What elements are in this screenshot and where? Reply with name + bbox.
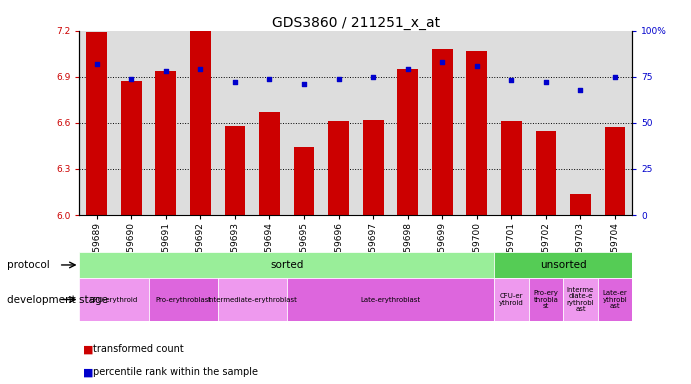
Point: [91, 61, 102, 67]
Text: CFU-erythroid: CFU-erythroid: [90, 296, 138, 303]
Bar: [86, 32, 107, 215]
Point: [437, 59, 448, 65]
Bar: [563, 278, 598, 321]
Point: [264, 76, 275, 82]
Text: Late-er
ythrobl
ast: Late-er ythrobl ast: [603, 290, 627, 309]
Bar: [605, 127, 625, 215]
Bar: [397, 69, 418, 215]
Bar: [225, 126, 245, 215]
Bar: [598, 278, 632, 321]
Text: ■: ■: [83, 367, 93, 377]
Bar: [570, 194, 591, 215]
Text: Pro-erythroblast: Pro-erythroblast: [155, 296, 211, 303]
Bar: [149, 278, 218, 321]
Bar: [501, 121, 522, 215]
Text: sorted: sorted: [270, 260, 303, 270]
Title: GDS3860 / 211251_x_at: GDS3860 / 211251_x_at: [272, 16, 440, 30]
Bar: [466, 51, 487, 215]
Point: [126, 76, 137, 82]
Bar: [218, 278, 287, 321]
Text: unsorted: unsorted: [540, 260, 587, 270]
Bar: [432, 49, 453, 215]
Point: [160, 68, 171, 74]
Text: ■: ■: [83, 344, 93, 354]
Point: [229, 79, 240, 85]
Text: transformed count: transformed count: [93, 344, 184, 354]
Bar: [155, 71, 176, 215]
Bar: [294, 147, 314, 215]
Text: protocol: protocol: [7, 260, 50, 270]
Text: percentile rank within the sample: percentile rank within the sample: [93, 367, 258, 377]
Bar: [529, 278, 563, 321]
Bar: [79, 252, 494, 278]
Point: [471, 63, 482, 69]
Point: [506, 78, 517, 84]
Bar: [79, 278, 149, 321]
Text: Intermediate-erythroblast: Intermediate-erythroblast: [207, 296, 297, 303]
Point: [299, 81, 310, 87]
Point: [368, 74, 379, 80]
Bar: [494, 278, 529, 321]
Point: [402, 66, 413, 73]
Point: [609, 74, 621, 80]
Point: [575, 87, 586, 93]
Bar: [363, 120, 384, 215]
Bar: [259, 112, 280, 215]
Text: Late-erythroblast: Late-erythroblast: [360, 296, 421, 303]
Bar: [494, 252, 632, 278]
Bar: [328, 121, 349, 215]
Point: [540, 79, 551, 85]
Text: Pro-ery
throbla
st: Pro-ery throbla st: [533, 290, 558, 309]
Bar: [121, 81, 142, 215]
Point: [195, 66, 206, 73]
Bar: [190, 31, 211, 215]
Text: development stage: development stage: [7, 295, 108, 305]
Text: Interme
diate-e
rythrobl
ast: Interme diate-e rythrobl ast: [567, 287, 594, 312]
Bar: [536, 131, 556, 215]
Text: CFU-er
ythroid: CFU-er ythroid: [499, 293, 524, 306]
Point: [333, 76, 344, 82]
Bar: [287, 278, 494, 321]
